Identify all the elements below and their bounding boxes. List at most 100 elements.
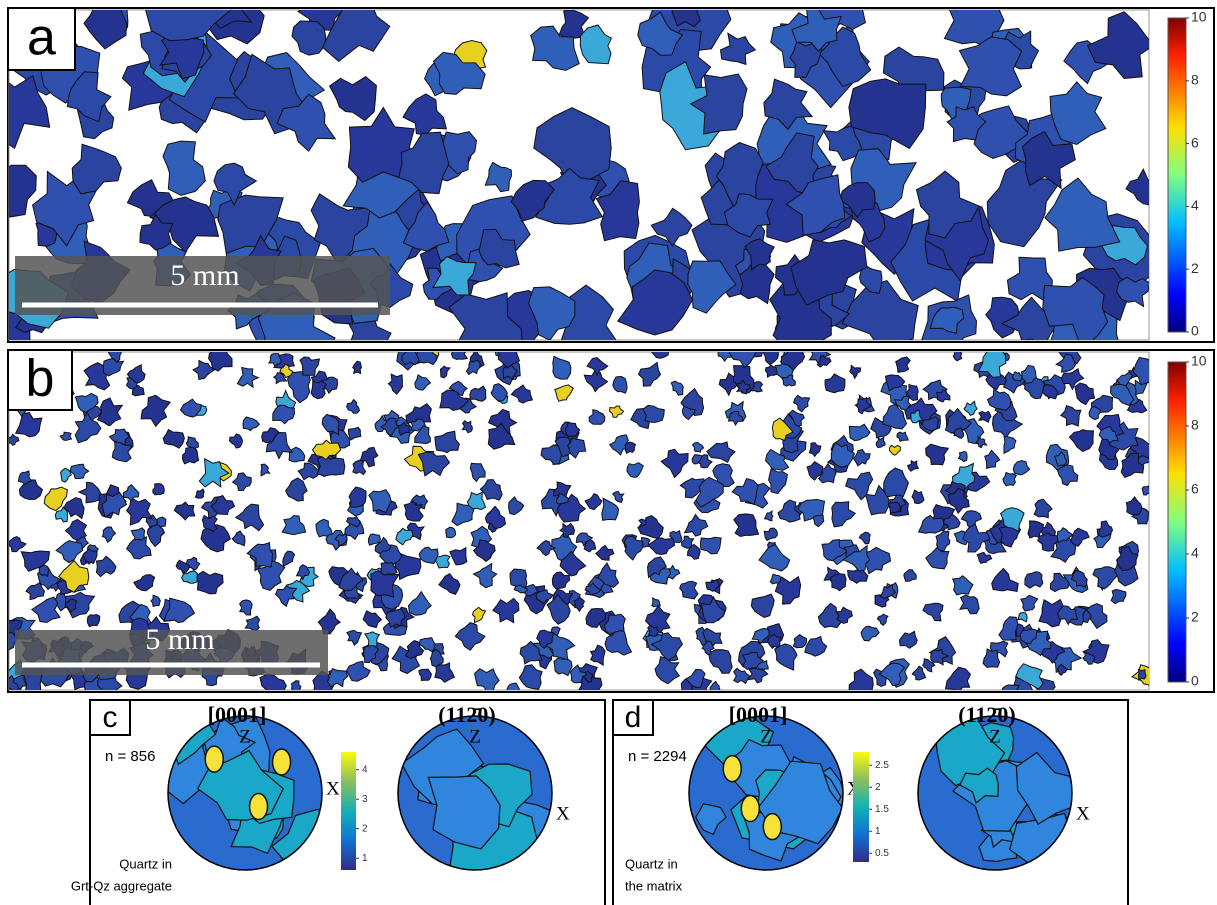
grain: [906, 459, 920, 472]
grain: [681, 405, 696, 421]
grain: [558, 10, 590, 39]
grain: [1059, 404, 1082, 427]
grain: [352, 360, 362, 375]
grain: [735, 379, 751, 395]
grain: [192, 359, 216, 380]
grain: [741, 651, 765, 670]
grain: [152, 483, 165, 496]
grain: [763, 509, 774, 522]
grain: [150, 594, 161, 608]
grain: [728, 352, 757, 369]
grain: [275, 585, 298, 608]
grain: [750, 593, 775, 618]
grain: [418, 546, 439, 565]
grain: [429, 648, 444, 668]
grain: [130, 527, 146, 541]
grain: [731, 478, 759, 506]
grain: [439, 389, 470, 412]
colorbar-tick-label: 10: [1191, 353, 1207, 369]
axis-x: X: [556, 803, 570, 824]
colorbar-tick-label: 6: [1191, 134, 1199, 150]
colorbar-tick-label: 2: [875, 782, 881, 793]
grain: [379, 417, 400, 437]
grain: [145, 10, 232, 42]
grain: [395, 527, 414, 546]
grain: [595, 544, 615, 561]
grain: [925, 443, 950, 466]
grain: [1070, 527, 1090, 548]
scale-bar-label: 5 mm: [170, 259, 239, 292]
grain: [556, 493, 587, 523]
grain: [162, 428, 185, 449]
grain: [58, 559, 90, 593]
grain: [771, 417, 794, 442]
grain: [71, 143, 122, 195]
panel-label: a: [27, 9, 56, 67]
grain: [583, 369, 609, 393]
grain: [552, 355, 572, 380]
grain: [497, 352, 521, 369]
grain: [9, 74, 51, 149]
grain: [434, 430, 460, 454]
grain: [434, 554, 451, 569]
grain: [290, 680, 302, 690]
sample-size: n = 856: [105, 748, 155, 765]
grain: [876, 613, 889, 626]
colorbar-tick-label: 6: [1191, 481, 1199, 497]
grain: [963, 400, 978, 417]
grain: [588, 409, 606, 425]
grain: [617, 269, 694, 336]
grain: [291, 20, 327, 56]
pf-outline: [397, 715, 553, 871]
grain: [911, 489, 925, 505]
grain: [63, 497, 85, 520]
grain: [194, 488, 205, 499]
grain: [958, 594, 980, 615]
grain: [236, 366, 260, 389]
pf-max: [740, 794, 761, 823]
grain: [299, 356, 321, 376]
grain: [687, 260, 737, 314]
grain: [201, 514, 218, 532]
grain: [1055, 353, 1077, 373]
grain: [321, 413, 340, 436]
colorbar-tick-label: 0: [1191, 673, 1199, 689]
grain: [808, 442, 822, 458]
grain: [858, 261, 883, 294]
grain: [830, 441, 856, 468]
grain: [1115, 545, 1139, 572]
grain: [709, 680, 721, 690]
grain: [946, 106, 987, 143]
grain: [718, 372, 739, 397]
grain: [398, 131, 450, 195]
grain: [246, 542, 274, 568]
grain: [910, 410, 924, 424]
grain: [86, 613, 101, 628]
colorbar-tick-label: 1.5: [875, 804, 889, 815]
grain: [849, 364, 862, 380]
grain: [1049, 81, 1107, 146]
grain: [317, 608, 342, 635]
grain: [1137, 668, 1147, 681]
grain: [1003, 435, 1017, 455]
grain: [272, 404, 296, 425]
grain: [162, 140, 206, 196]
grain: [984, 449, 1001, 470]
grain: [647, 556, 668, 579]
grain: [279, 363, 294, 379]
grain: [472, 539, 496, 563]
grain: [719, 32, 757, 66]
grain: [746, 667, 769, 684]
grain: [149, 196, 220, 253]
grain: [139, 213, 174, 251]
grain: [338, 567, 364, 592]
grain: [506, 682, 520, 690]
grain: [449, 546, 468, 566]
grain: [1012, 371, 1023, 382]
grain: [848, 423, 871, 442]
colorbar-tick-label: 3: [362, 794, 368, 805]
caption: Grt-Qz aggregate: [71, 878, 172, 893]
grain: [555, 492, 570, 505]
grain: [1125, 167, 1149, 206]
grain: [530, 25, 580, 71]
